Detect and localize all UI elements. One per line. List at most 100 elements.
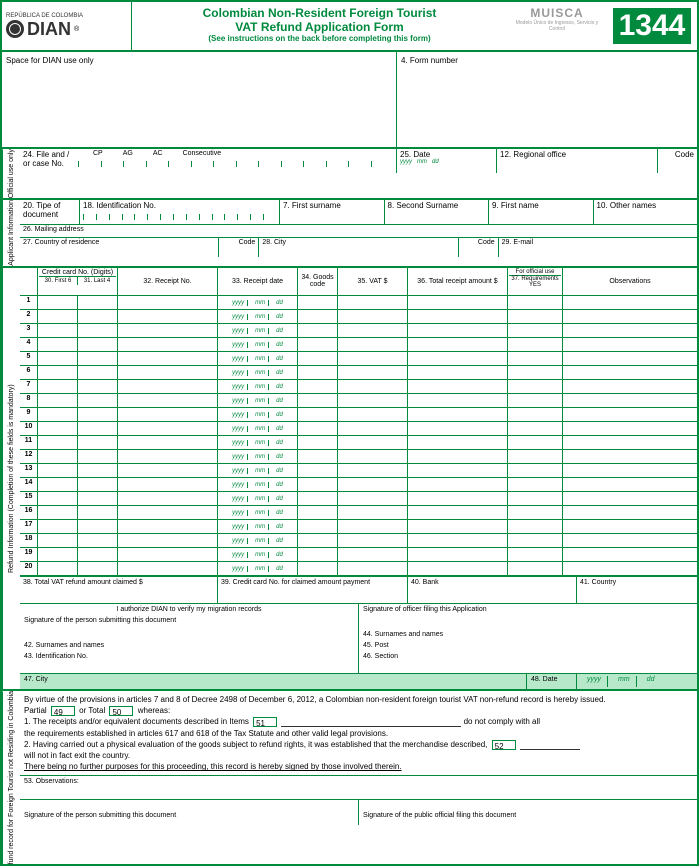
row-date[interactable]: yyyymmdd [218, 478, 298, 491]
row-obs[interactable] [563, 352, 697, 365]
items-blank[interactable] [281, 717, 461, 727]
row-official[interactable] [508, 548, 563, 561]
row-obs[interactable] [563, 366, 697, 379]
row-official[interactable] [508, 492, 563, 505]
row-obs[interactable] [563, 450, 697, 463]
row-official[interactable] [508, 352, 563, 365]
row-date[interactable]: yyyymmdd [218, 506, 298, 519]
row-official[interactable] [508, 562, 563, 575]
row-goods[interactable] [298, 296, 338, 309]
row-receipt[interactable] [118, 548, 218, 561]
row-total[interactable] [408, 436, 508, 449]
row-receipt[interactable] [118, 464, 218, 477]
row-total[interactable] [408, 422, 508, 435]
row-obs[interactable] [563, 506, 697, 519]
row-receipt[interactable] [118, 352, 218, 365]
row-cc[interactable] [38, 492, 118, 505]
row-goods[interactable] [298, 436, 338, 449]
row-goods[interactable] [298, 338, 338, 351]
row-obs[interactable] [563, 534, 697, 547]
row-total[interactable] [408, 352, 508, 365]
row-total[interactable] [408, 380, 508, 393]
row-cc[interactable] [38, 310, 118, 323]
row-cc[interactable] [38, 408, 118, 421]
box-52[interactable]: 52 [492, 740, 516, 750]
row-vat[interactable] [338, 380, 408, 393]
row-total[interactable] [408, 548, 508, 561]
row-vat[interactable] [338, 394, 408, 407]
row-total[interactable] [408, 478, 508, 491]
row-vat[interactable] [338, 562, 408, 575]
row-obs[interactable] [563, 422, 697, 435]
merch-blank[interactable] [520, 740, 580, 750]
row-obs[interactable] [563, 478, 697, 491]
box-50[interactable]: 50 [109, 706, 133, 716]
row-goods[interactable] [298, 324, 338, 337]
row-date[interactable]: yyyymmdd [218, 324, 298, 337]
row-date[interactable]: yyyymmdd [218, 492, 298, 505]
row-goods[interactable] [298, 562, 338, 575]
row-receipt[interactable] [118, 520, 218, 533]
row-obs[interactable] [563, 408, 697, 421]
row-vat[interactable] [338, 296, 408, 309]
row-vat[interactable] [338, 450, 408, 463]
row-vat[interactable] [338, 408, 408, 421]
box-51[interactable]: 51 [253, 717, 277, 727]
row-total[interactable] [408, 296, 508, 309]
row-vat[interactable] [338, 534, 408, 547]
row-cc[interactable] [38, 394, 118, 407]
row-obs[interactable] [563, 548, 697, 561]
row-receipt[interactable] [118, 310, 218, 323]
row-cc[interactable] [38, 520, 118, 533]
row-vat[interactable] [338, 338, 408, 351]
row-vat[interactable] [338, 310, 408, 323]
row-date[interactable]: yyyymmdd [218, 338, 298, 351]
row-cc[interactable] [38, 464, 118, 477]
row-vat[interactable] [338, 352, 408, 365]
row-goods[interactable] [298, 506, 338, 519]
row-vat[interactable] [338, 324, 408, 337]
row-obs[interactable] [563, 464, 697, 477]
row-official[interactable] [508, 506, 563, 519]
row-official[interactable] [508, 380, 563, 393]
row-obs[interactable] [563, 520, 697, 533]
row-date[interactable]: yyyymmdd [218, 436, 298, 449]
row-goods[interactable] [298, 534, 338, 547]
row-total[interactable] [408, 562, 508, 575]
row-vat[interactable] [338, 436, 408, 449]
row-goods[interactable] [298, 422, 338, 435]
row-official[interactable] [508, 338, 563, 351]
row-date[interactable]: yyyymmdd [218, 534, 298, 547]
row-date[interactable]: yyyymmdd [218, 352, 298, 365]
row-official[interactable] [508, 310, 563, 323]
row-receipt[interactable] [118, 492, 218, 505]
row-official[interactable] [508, 520, 563, 533]
row-goods[interactable] [298, 394, 338, 407]
row-date[interactable]: yyyymmdd [218, 408, 298, 421]
row-obs[interactable] [563, 338, 697, 351]
row-obs[interactable] [563, 394, 697, 407]
row-date[interactable]: yyyymmdd [218, 422, 298, 435]
row-cc[interactable] [38, 352, 118, 365]
row-cc[interactable] [38, 366, 118, 379]
row-date[interactable]: yyyymmdd [218, 520, 298, 533]
row-cc[interactable] [38, 534, 118, 547]
row-goods[interactable] [298, 380, 338, 393]
row-official[interactable] [508, 296, 563, 309]
box-49[interactable]: 49 [51, 706, 75, 716]
row-goods[interactable] [298, 408, 338, 421]
row-receipt[interactable] [118, 296, 218, 309]
row-cc[interactable] [38, 380, 118, 393]
row-receipt[interactable] [118, 478, 218, 491]
row-receipt[interactable] [118, 338, 218, 351]
row-date[interactable]: yyyymmdd [218, 380, 298, 393]
row-receipt[interactable] [118, 366, 218, 379]
row-total[interactable] [408, 338, 508, 351]
row-goods[interactable] [298, 310, 338, 323]
row-receipt[interactable] [118, 380, 218, 393]
row-official[interactable] [508, 394, 563, 407]
row-total[interactable] [408, 450, 508, 463]
row-receipt[interactable] [118, 534, 218, 547]
row-goods[interactable] [298, 352, 338, 365]
row-official[interactable] [508, 436, 563, 449]
